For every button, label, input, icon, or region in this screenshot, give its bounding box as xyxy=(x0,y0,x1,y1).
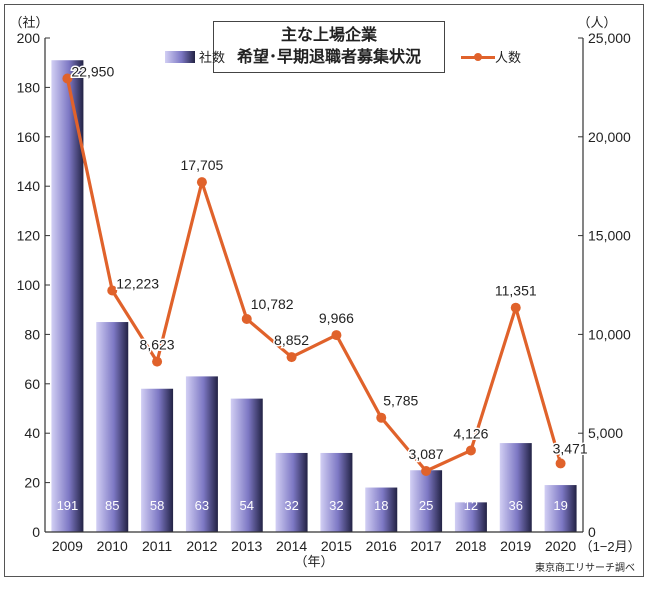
line-label-2014: 8,852 xyxy=(274,332,309,348)
bar-label-2018: 12 xyxy=(464,498,478,513)
legend-line-label: 人数 xyxy=(495,50,522,65)
bar-2013 xyxy=(230,398,263,532)
legend-line-entry: 人数 xyxy=(461,47,521,66)
bar-2015 xyxy=(320,452,353,532)
bar-label-2014: 32 xyxy=(284,498,298,513)
line-point-2014 xyxy=(286,352,297,363)
line-label-2015: 9,966 xyxy=(319,310,354,326)
right-tick-label: 20,000 xyxy=(588,129,631,145)
left-tick-label: 20 xyxy=(24,475,40,491)
left-tick-label: 120 xyxy=(17,228,41,244)
right-tick-label: 0 xyxy=(588,524,596,540)
source-note: 東京商工リサーチ調べ xyxy=(535,563,635,574)
bar-2009 xyxy=(51,60,84,532)
bar-2017 xyxy=(410,470,443,532)
x-tick-label-2020: 2020 xyxy=(545,538,576,554)
bar-2018 xyxy=(454,502,487,532)
line-label-2016: 5,785 xyxy=(383,393,418,409)
left-axis-unit: （社） xyxy=(9,15,48,30)
line-point-2013 xyxy=(241,313,252,324)
line-label-2018: 4,126 xyxy=(453,425,488,441)
line-series-人数 xyxy=(65,78,563,473)
line-label-2013: 10,782 xyxy=(251,296,294,312)
line-point-2020 xyxy=(555,458,566,469)
bar-2014 xyxy=(275,452,308,532)
right-axis-unit: （人） xyxy=(577,15,616,30)
line-label-2020: 3,471 xyxy=(553,440,588,456)
x-tick-label-2010: 2010 xyxy=(97,538,128,554)
line-point-2017 xyxy=(421,466,432,477)
legend-line-swatch xyxy=(461,51,495,63)
line-point-2015 xyxy=(331,330,342,341)
bar-label-2017: 25 xyxy=(419,498,433,513)
legend-bar-label: 社数 xyxy=(199,50,226,65)
x-tick-label-2009: 2009 xyxy=(52,538,83,554)
left-tick-label: 200 xyxy=(17,30,41,46)
left-tick-label: 60 xyxy=(24,376,40,392)
left-tick-label: 140 xyxy=(17,178,41,194)
bar-label-2011: 58 xyxy=(150,498,164,513)
line-point-2010 xyxy=(107,285,118,296)
line-label-2019: 11,351 xyxy=(495,283,537,299)
chart-canvas: 0 20 40 60 80 100 120 140 160 180 200 0 5,000 10,000 1… xyxy=(9,15,641,569)
line-point-2016 xyxy=(376,412,387,423)
line-label-2017: 3,087 xyxy=(409,446,444,462)
x-tick-label-2011: 2011 xyxy=(142,538,172,554)
bar-2016 xyxy=(365,487,398,532)
chart-frame: 0 20 40 60 80 100 120 140 160 180 200 0 5,000 10,000 1… xyxy=(4,4,644,577)
bar-2020 xyxy=(544,485,577,532)
line-point-2018 xyxy=(465,445,476,456)
x-tick-label-2012: 2012 xyxy=(186,538,217,554)
left-tick-label: 160 xyxy=(17,129,41,145)
left-tick-label: 40 xyxy=(24,425,40,441)
chart-title-line1: 主な上場企業 xyxy=(280,27,377,44)
x-tick-suffix: （1−2月） xyxy=(580,539,641,554)
legend-bar-swatch xyxy=(165,51,195,63)
chart-title-line2: 希望･早期退職者募集状況 xyxy=(236,49,421,66)
line-label-2009: 22,950 xyxy=(71,64,114,80)
line-point-2011 xyxy=(152,356,163,367)
bar-label-2012: 63 xyxy=(195,498,209,513)
bar-2010 xyxy=(96,322,129,532)
bar-label-2013: 54 xyxy=(240,498,254,513)
line-point-2012 xyxy=(196,177,207,188)
bar-label-2020: 19 xyxy=(553,498,567,513)
line-label-2011: 8,623 xyxy=(140,337,175,353)
x-axis-unit: （年） xyxy=(294,554,333,569)
line-point-2019 xyxy=(510,302,521,313)
left-tick-label: 0 xyxy=(32,524,40,540)
bar-label-2009: 191 xyxy=(57,498,79,513)
bar-label-2016: 18 xyxy=(374,498,388,513)
line-label-2010: 12,223 xyxy=(116,275,159,291)
chart-title: 主な上場企業 希望･早期退職者募集状況 xyxy=(213,21,445,73)
right-tick-label: 5,000 xyxy=(588,425,623,441)
line-point-2009 xyxy=(62,73,73,84)
right-tick-label: 10,000 xyxy=(588,326,631,342)
left-tick-label: 80 xyxy=(24,326,40,342)
bar-2011 xyxy=(141,388,174,532)
right-tick-label: 25,000 xyxy=(588,30,631,46)
bar-label-2019: 36 xyxy=(509,498,523,513)
left-tick-label: 180 xyxy=(17,79,41,95)
x-tick-label-2017: 2017 xyxy=(411,538,442,554)
right-tick-label: 15,000 xyxy=(588,228,631,244)
x-tick-label-2013: 2013 xyxy=(231,538,262,554)
x-tick-label-2018: 2018 xyxy=(455,538,486,554)
legend-bar-entry: 社数 xyxy=(165,47,225,66)
x-tick-label-2019: 2019 xyxy=(500,538,531,554)
line-label-2012: 17,705 xyxy=(181,157,224,173)
bar-label-2010: 85 xyxy=(105,498,119,513)
left-tick-label: 100 xyxy=(17,277,41,293)
bar-2019 xyxy=(499,443,532,532)
x-tick-label-2014: 2014 xyxy=(276,538,307,554)
x-tick-label-2016: 2016 xyxy=(366,538,397,554)
x-tick-label-2015: 2015 xyxy=(321,538,352,554)
bar-2012 xyxy=(185,376,218,532)
bar-label-2015: 32 xyxy=(329,498,343,513)
